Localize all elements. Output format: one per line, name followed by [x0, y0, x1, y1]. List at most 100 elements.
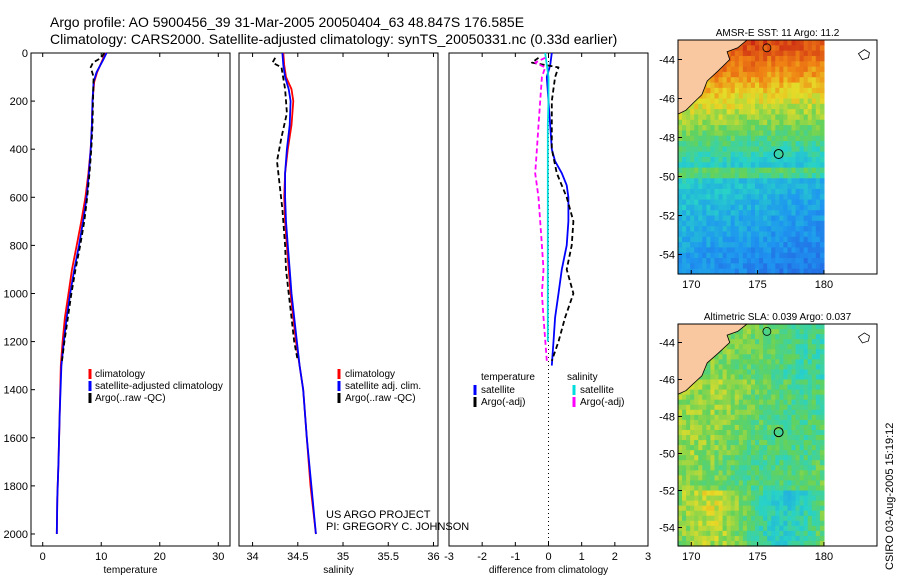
map-cell [755, 151, 760, 158]
map-cell [718, 429, 724, 436]
map-cell [690, 485, 695, 492]
map-cell [718, 167, 724, 174]
map-cell [722, 359, 728, 365]
map-cell [706, 525, 712, 532]
y-tick-label: -52 [659, 486, 675, 498]
map-cell [746, 354, 752, 360]
map-cell [686, 475, 691, 482]
map-cell [686, 167, 691, 174]
map-cell [718, 258, 724, 264]
map-cell [738, 55, 744, 62]
map-cell [690, 162, 695, 169]
map-cell [803, 510, 809, 517]
map-cell [682, 157, 687, 163]
map-cell [811, 329, 817, 335]
map-cell [811, 215, 817, 222]
map-cell [678, 540, 683, 547]
map-cell [718, 404, 724, 411]
map-cell [710, 109, 716, 116]
map-cell [815, 125, 821, 132]
map-cell [750, 374, 756, 381]
map-cell [755, 119, 760, 126]
map-cell [799, 394, 805, 401]
map-cell [755, 480, 760, 487]
map-cell [791, 226, 797, 233]
map-cell [755, 162, 760, 169]
map-cell [686, 540, 691, 547]
island-outline [762, 326, 772, 336]
map-cell [682, 424, 687, 431]
x-tick-label: -2 [477, 551, 487, 563]
map-cell [686, 535, 691, 542]
map-cell [807, 429, 813, 436]
map-cell [698, 167, 703, 174]
map-cell [746, 394, 752, 401]
legend-label: satellite adj. clim. [345, 381, 421, 392]
map-cell [694, 495, 699, 502]
map-cell [755, 424, 760, 431]
map-cell [718, 93, 724, 100]
map-cell [779, 77, 784, 84]
map-cell [759, 460, 764, 466]
map-cell [811, 460, 817, 466]
map-cell [686, 114, 691, 121]
map-cell [690, 409, 695, 416]
map-cell [734, 475, 740, 482]
map-cell [787, 50, 793, 57]
map-cell [811, 455, 817, 461]
map-cell [706, 490, 712, 497]
map-cell [811, 419, 817, 426]
map-cell [706, 247, 712, 254]
map-cell [678, 424, 683, 431]
map-cell [815, 40, 821, 46]
map-cell [771, 364, 776, 371]
side-stamp: CSIRO 03-Aug-2005 15:19:12 [884, 423, 896, 570]
map-cell [726, 475, 732, 482]
map-cell [718, 520, 724, 527]
map-cell [811, 151, 817, 158]
map-cell [722, 495, 728, 502]
map-cell [799, 440, 805, 446]
map-cell [811, 236, 817, 243]
map-cell [783, 540, 789, 547]
map-cell [803, 55, 809, 62]
map-cell [734, 210, 740, 217]
map-cell [698, 188, 703, 195]
map-cell [791, 82, 797, 89]
map-cell [690, 252, 695, 259]
map-cell [791, 135, 797, 142]
map-cell [787, 236, 793, 243]
map-cell [791, 258, 797, 264]
map-cell [767, 369, 772, 376]
map-cell [799, 445, 805, 451]
map-cell [718, 389, 724, 396]
map-cell [734, 490, 740, 497]
map-cell [738, 470, 744, 476]
map-cell [746, 485, 752, 492]
map-cell [718, 384, 724, 391]
map-cell [718, 374, 724, 381]
map-cell [775, 114, 780, 121]
map-cell [779, 450, 784, 456]
map-cell [678, 440, 683, 446]
map-cell [803, 141, 809, 147]
map-cell [738, 157, 744, 163]
map-cell [759, 475, 764, 482]
map-cell [775, 419, 780, 426]
map-cell [803, 369, 809, 376]
map-cell [698, 424, 703, 431]
map-cell [771, 510, 776, 517]
map-cell [811, 183, 817, 190]
map-cell [734, 520, 740, 527]
map-cell [738, 490, 744, 497]
map-cell [771, 172, 776, 179]
map-cell [738, 485, 744, 492]
map-cell [734, 525, 740, 532]
map-cell [819, 220, 825, 227]
map-cell [759, 204, 764, 211]
map-cell [807, 167, 813, 174]
map-cell [726, 435, 732, 441]
map-cell [702, 374, 707, 381]
map-cell [815, 379, 821, 386]
map-cell [710, 242, 716, 249]
